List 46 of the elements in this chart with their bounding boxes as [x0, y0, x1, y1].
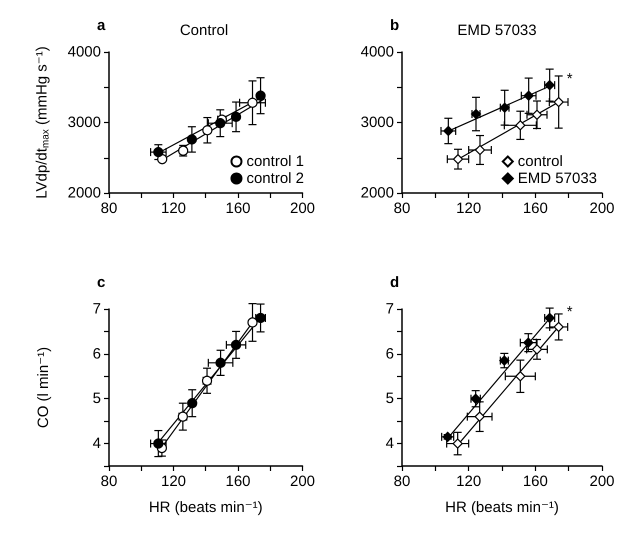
y-tick-label: 6 — [386, 345, 394, 362]
y-tick-label: 4 — [386, 435, 394, 452]
legend-label: control 1 — [246, 153, 304, 170]
x-tick-label: 160 — [522, 473, 548, 490]
x-tick-label: 120 — [456, 473, 482, 490]
text: b — [390, 17, 400, 34]
y-tick-label: 5 — [92, 390, 101, 408]
y-tick-label: 5 — [386, 390, 394, 408]
x-tick-label: 80 — [100, 200, 118, 217]
y-tick-label: 6 — [92, 345, 101, 362]
y-tick-label: 4000 — [68, 44, 101, 60]
x-tick-label: 200 — [290, 200, 315, 217]
y-tick-label: 7 — [386, 300, 394, 318]
annotation: * — [566, 70, 573, 88]
chart-title: EMD 57033 — [457, 22, 537, 39]
legend-label: EMD 57033 — [518, 170, 598, 187]
x-tick-label: 80 — [394, 200, 410, 217]
y-tick-label: 3000 — [360, 114, 394, 131]
x-tick-label: 200 — [589, 473, 615, 490]
annotation: * — [566, 303, 573, 320]
y-axis-title: LVdp/dtmax (mmHg s⁻¹) — [34, 46, 52, 199]
x-tick-label: 120 — [160, 200, 186, 217]
legend-label: control — [518, 153, 563, 170]
y-tick-label: 2000 — [68, 184, 101, 202]
x-tick-label: 200 — [589, 200, 615, 217]
y-tick-label: 4 — [92, 435, 101, 452]
x-tick-label: 200 — [290, 473, 315, 490]
y-axis-title: CO (l min⁻¹) — [35, 346, 52, 428]
y-tick-label: 2000 — [360, 184, 394, 202]
y-tick-label: 3000 — [68, 114, 101, 131]
y-tick-label: 7 — [92, 300, 101, 318]
x-axis-title: HR (beats min⁻¹) — [148, 499, 263, 516]
x-tick-label: 160 — [225, 473, 251, 490]
text: c — [97, 274, 106, 291]
text: a — [97, 17, 106, 34]
x-tick-label: 120 — [160, 473, 186, 490]
x-axis-title: HR (beats min⁻¹) — [445, 499, 559, 516]
x-tick-label: 160 — [522, 200, 548, 217]
x-tick-label: 80 — [100, 473, 118, 490]
y-tick-label: 4000 — [360, 44, 394, 60]
legend-label: control 2 — [246, 170, 304, 187]
x-tick-label: 160 — [225, 200, 251, 217]
x-tick-label: 120 — [456, 200, 482, 217]
x-tick-label: 80 — [394, 473, 410, 490]
chart-title: Control — [180, 22, 228, 39]
text: d — [390, 274, 400, 291]
